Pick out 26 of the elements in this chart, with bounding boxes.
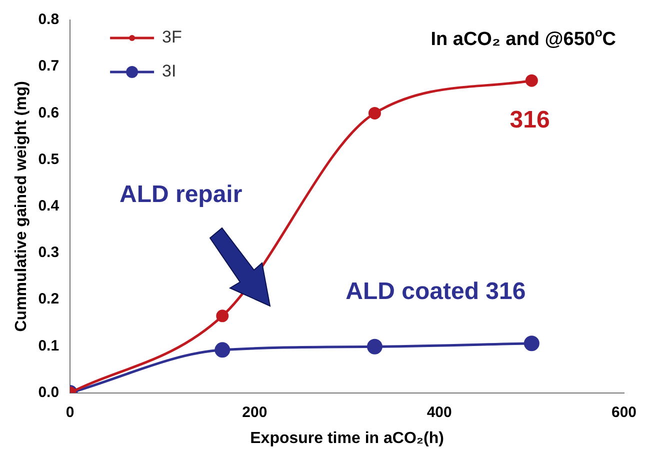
x-tick-label: 200 (242, 404, 268, 421)
y-tick-label: 0.0 (38, 384, 60, 401)
annotation: ALD repair (119, 180, 242, 208)
y-tick-label: 0.7 (38, 58, 60, 75)
annotation: 316 (510, 106, 550, 134)
x-tick-label: 600 (611, 404, 637, 421)
y-axis-title: Cummulative gained weight (mg) (13, 81, 30, 332)
y-tick-label: 0.2 (38, 290, 60, 308)
legend-label: 3I (162, 62, 176, 81)
annotation: ALD coated 316 (346, 278, 526, 305)
y-tick-label: 0.3 (38, 244, 60, 262)
legend-label: 3F (162, 28, 182, 47)
x-tick-label: 0 (66, 404, 74, 421)
point (524, 336, 540, 352)
x-tick-label: 400 (426, 404, 452, 421)
y-tick-label: 0.6 (38, 104, 60, 122)
y-tick-label: 0.1 (38, 337, 60, 354)
x-axis-title: Exposure time in aCO₂(h) (250, 430, 444, 447)
point (525, 74, 538, 87)
y-tick-label: 0.8 (38, 11, 60, 28)
y-tick-label: 0.5 (38, 150, 60, 168)
point (366, 338, 382, 354)
point (214, 342, 230, 358)
point (216, 310, 229, 322)
point (368, 106, 381, 120)
y-tick-label: 0.4 (38, 198, 60, 215)
